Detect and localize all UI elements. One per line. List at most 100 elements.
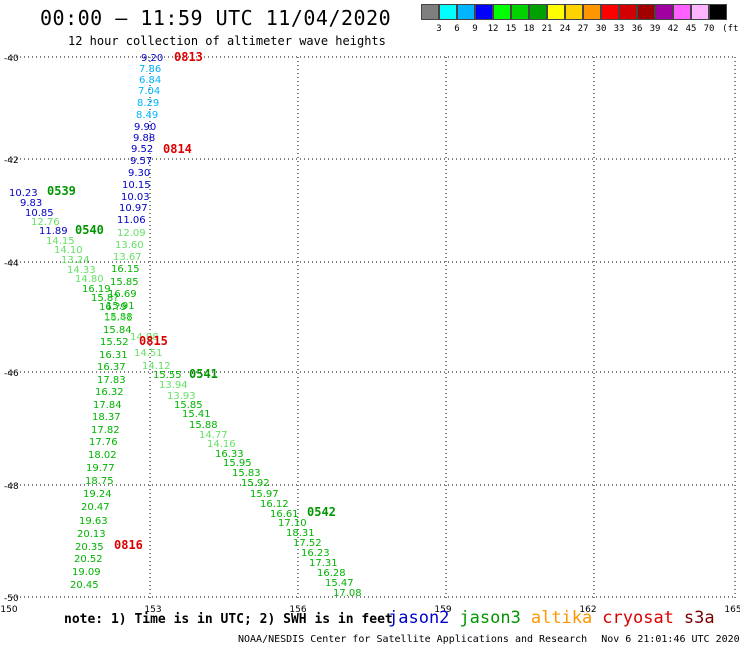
longitude-tick-label: 162 — [579, 605, 596, 615]
legend-tick-label: 45 — [685, 24, 697, 34]
legend-tick-label: (ft) — [722, 24, 740, 34]
legend-swatch — [709, 4, 727, 20]
lat-lon-grid — [8, 56, 736, 599]
swh-value-label: 16.?9 — [99, 302, 127, 313]
swh-value-label: 16.69 — [108, 289, 137, 300]
swh-value-label: 12.76 — [31, 217, 60, 228]
swh-value-label: 14.77 — [199, 430, 228, 441]
pass-time-label: 0540 — [75, 223, 104, 237]
footer-credit: NOAA/NESDIS Center for Satellite Applica… — [238, 634, 588, 645]
swh-value-label: 15.55 — [153, 370, 182, 381]
swh-value-label: 16.61 — [270, 509, 299, 520]
swh-value-label: 13.60 — [115, 240, 144, 251]
legend-tick-label: 36 — [631, 24, 643, 34]
swh-value-label: 15.97 — [250, 489, 279, 500]
legend-swatch — [475, 4, 493, 20]
legend-swatch — [547, 4, 565, 20]
legend-swatch — [421, 4, 439, 20]
legend-swatch — [457, 4, 475, 20]
satellite-legend-jason3: jason3 — [459, 608, 521, 628]
swh-value-label: 16.31 — [99, 350, 128, 361]
legend-tick-label: 9 — [472, 24, 478, 34]
map-subtitle: 12 hour collection of altimeter wave hei… — [68, 34, 386, 48]
swh-value-label: 13.67 — [113, 252, 142, 263]
footer-timestamp: Nov 6 21:01:46 UTC 2020 — [601, 634, 740, 645]
swh-value-label: 17.83 — [97, 375, 126, 386]
swh-value-label: 13.94 — [159, 380, 188, 391]
swh-value-label: 17.10 — [278, 518, 307, 529]
swh-value-label: 16.15 — [111, 264, 140, 275]
legend-tick-label: 6 — [454, 24, 460, 34]
satellite-legend: jason2 jason3 altika cryosat s3a — [388, 608, 725, 628]
swh-value-label: 17.52 — [293, 538, 322, 549]
swh-value-label: 14.10 — [54, 245, 83, 256]
latitude-tick-label: -42 — [4, 156, 19, 166]
swh-value-label: 11.89 — [39, 226, 68, 237]
swh-value-label: 20.35 — [75, 542, 104, 553]
swh-value-label: 10.23 — [9, 188, 38, 199]
pass-time-label: 0539 — [47, 184, 76, 198]
latitude-tick-label: -44 — [4, 259, 19, 269]
satellite-legend-altika: altika — [530, 608, 593, 628]
swh-value-label: 10.15 — [122, 180, 151, 191]
legend-tick-label: 21 — [541, 24, 553, 34]
swh-value-label: 17.76 — [89, 437, 118, 448]
legend-swatch — [691, 4, 709, 20]
legend-swatch — [637, 4, 655, 20]
swh-value-label: 15.85 — [110, 277, 139, 288]
legend-tick-label: 70 — [703, 24, 715, 34]
swh-value-label: 16.28 — [317, 568, 346, 579]
legend-swatch — [529, 4, 547, 20]
pass-time-label: 0542 — [307, 505, 336, 519]
swh-value-label: 15.95 — [223, 458, 252, 469]
swh-value-label: 14.33 — [67, 265, 96, 276]
pass-time-label: 0541 — [189, 367, 218, 381]
swh-value-label: 15.91 — [106, 301, 135, 312]
swh-value-label: 17.31 — [309, 558, 338, 569]
legend-swatch — [601, 4, 619, 20]
swh-value-label: 17.84 — [93, 400, 122, 411]
legend-swatch — [655, 4, 673, 20]
swh-value-label: 20.47 — [81, 502, 110, 513]
swh-value-label: 17.82 — [91, 425, 120, 436]
swh-value-label: 14.98 — [130, 332, 159, 343]
satellite-legend-s3a: s3a — [683, 608, 715, 628]
swh-value-label: 9.52 — [131, 144, 153, 155]
longitude-tick-label: 165 — [724, 605, 740, 615]
swh-value-label: 9.57 — [130, 156, 152, 167]
swh-value-label: 9.20 — [141, 53, 163, 64]
legend-tick-label: 33 — [613, 24, 625, 34]
satellite-legend-jason2: jason2 — [388, 608, 450, 628]
swh-value-label: 15.47 — [325, 578, 354, 589]
swh-value-label: 10.03 — [121, 192, 150, 203]
swh-value-label: 15.88 — [189, 420, 218, 431]
swh-value-label: 16.33 — [215, 449, 244, 460]
pass-time-label: 0815 — [139, 334, 168, 348]
legend-swatch — [439, 4, 457, 20]
swh-value-label: 19.09 — [72, 567, 101, 578]
legend-tick-label: 15 — [505, 24, 517, 34]
swh-value-label: 7.04 — [138, 86, 160, 97]
legend-swatch — [565, 4, 583, 20]
swh-value-label: 15.85 — [174, 400, 203, 411]
swh-value-label: 14.16 — [207, 439, 236, 450]
swh-value-label: 19.77 — [86, 463, 115, 474]
swh-value-label: 15.83 — [232, 468, 261, 479]
swh-value-label: 18.02 — [88, 450, 117, 461]
swh-value-label: 18.37 — [92, 412, 121, 423]
wave-height-values: 9.207.866.847.048.298.499.909.889.529.57… — [9, 53, 362, 599]
swh-value-label: 15.52 — [100, 337, 129, 348]
swh-value-label: 13.24 — [61, 255, 90, 266]
swh-value-label: 9.88 — [133, 133, 155, 144]
swh-value-label: 9.90 — [134, 122, 156, 133]
footer: NOAA/NESDIS Center for Satellite Applica… — [238, 634, 740, 645]
swh-value-label: 16.19 — [82, 284, 111, 295]
swh-value-label: 14.12 — [142, 361, 171, 372]
longitude-tick-label: 150 — [0, 605, 17, 615]
legend-swatch — [511, 4, 529, 20]
swh-value-label: 16.23 — [301, 548, 330, 559]
swh-value-label: 20.45 — [70, 580, 99, 591]
swh-value-label: 16.37 — [97, 362, 126, 373]
legend-swatch — [583, 4, 601, 20]
